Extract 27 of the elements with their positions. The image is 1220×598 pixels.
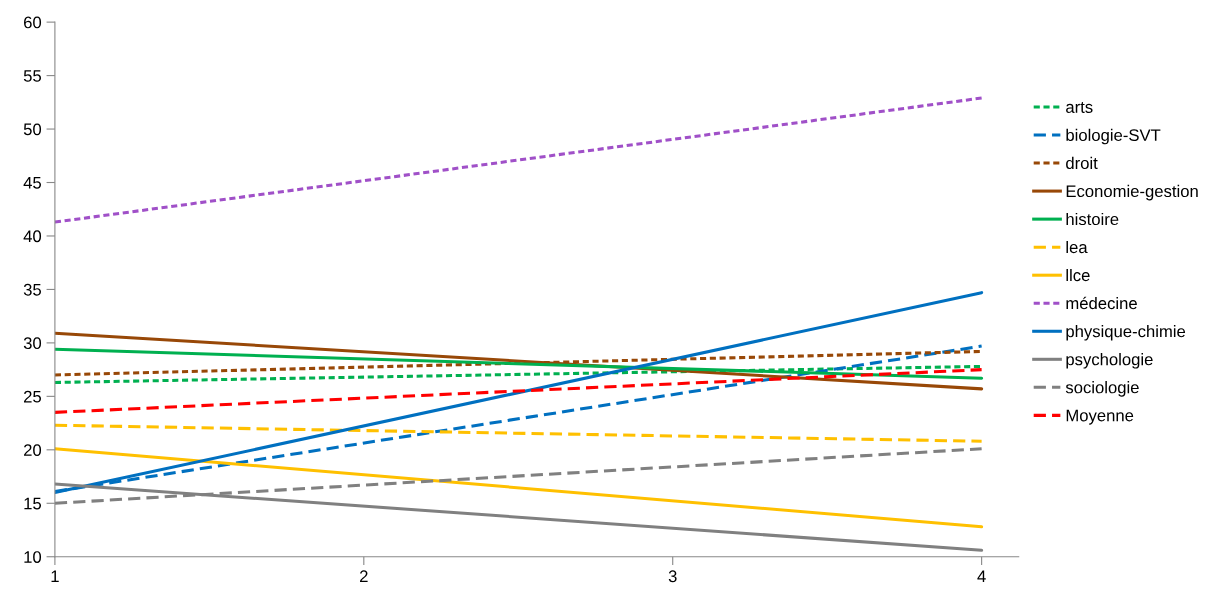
x-tick-label: 1 [51, 570, 59, 583]
x-tick-label: 3 [668, 570, 677, 583]
y-tick-label: 25 [24, 390, 42, 403]
legend-label: histoire [1066, 212, 1119, 226]
y-tick-label: 10 [24, 551, 42, 563]
legend-label: médecine [1066, 296, 1137, 310]
legend-label: psychologie [1066, 353, 1153, 369]
legend-label: arts [1066, 102, 1093, 113]
legend-label: llce [1066, 268, 1090, 282]
legend-label: sociologie [1065, 381, 1139, 397]
legend-label: physique-chimie [1066, 325, 1186, 341]
y-tick-label: 30 [23, 337, 42, 350]
y-tick-label: 35 [23, 283, 42, 296]
y-tick-label: 45 [23, 177, 42, 189]
x-tick-label: 2 [360, 570, 368, 583]
y-tick-label: 40 [23, 230, 42, 243]
x-tick-label: 4 [977, 570, 986, 583]
y-tick-label: 50 [23, 123, 42, 136]
legend-label: biologie-SVT [1066, 128, 1161, 145]
y-tick-label: 15 [24, 497, 42, 510]
y-tick-label: 60 [24, 16, 42, 29]
legend-label: Economie-gestion [1066, 184, 1198, 201]
y-tick-label: 55 [23, 70, 42, 82]
legend-label: Moyenne [1066, 409, 1134, 425]
legend-label: droit [1066, 156, 1098, 170]
legend-label: lea [1066, 240, 1088, 254]
y-tick-label: 20 [24, 444, 42, 457]
